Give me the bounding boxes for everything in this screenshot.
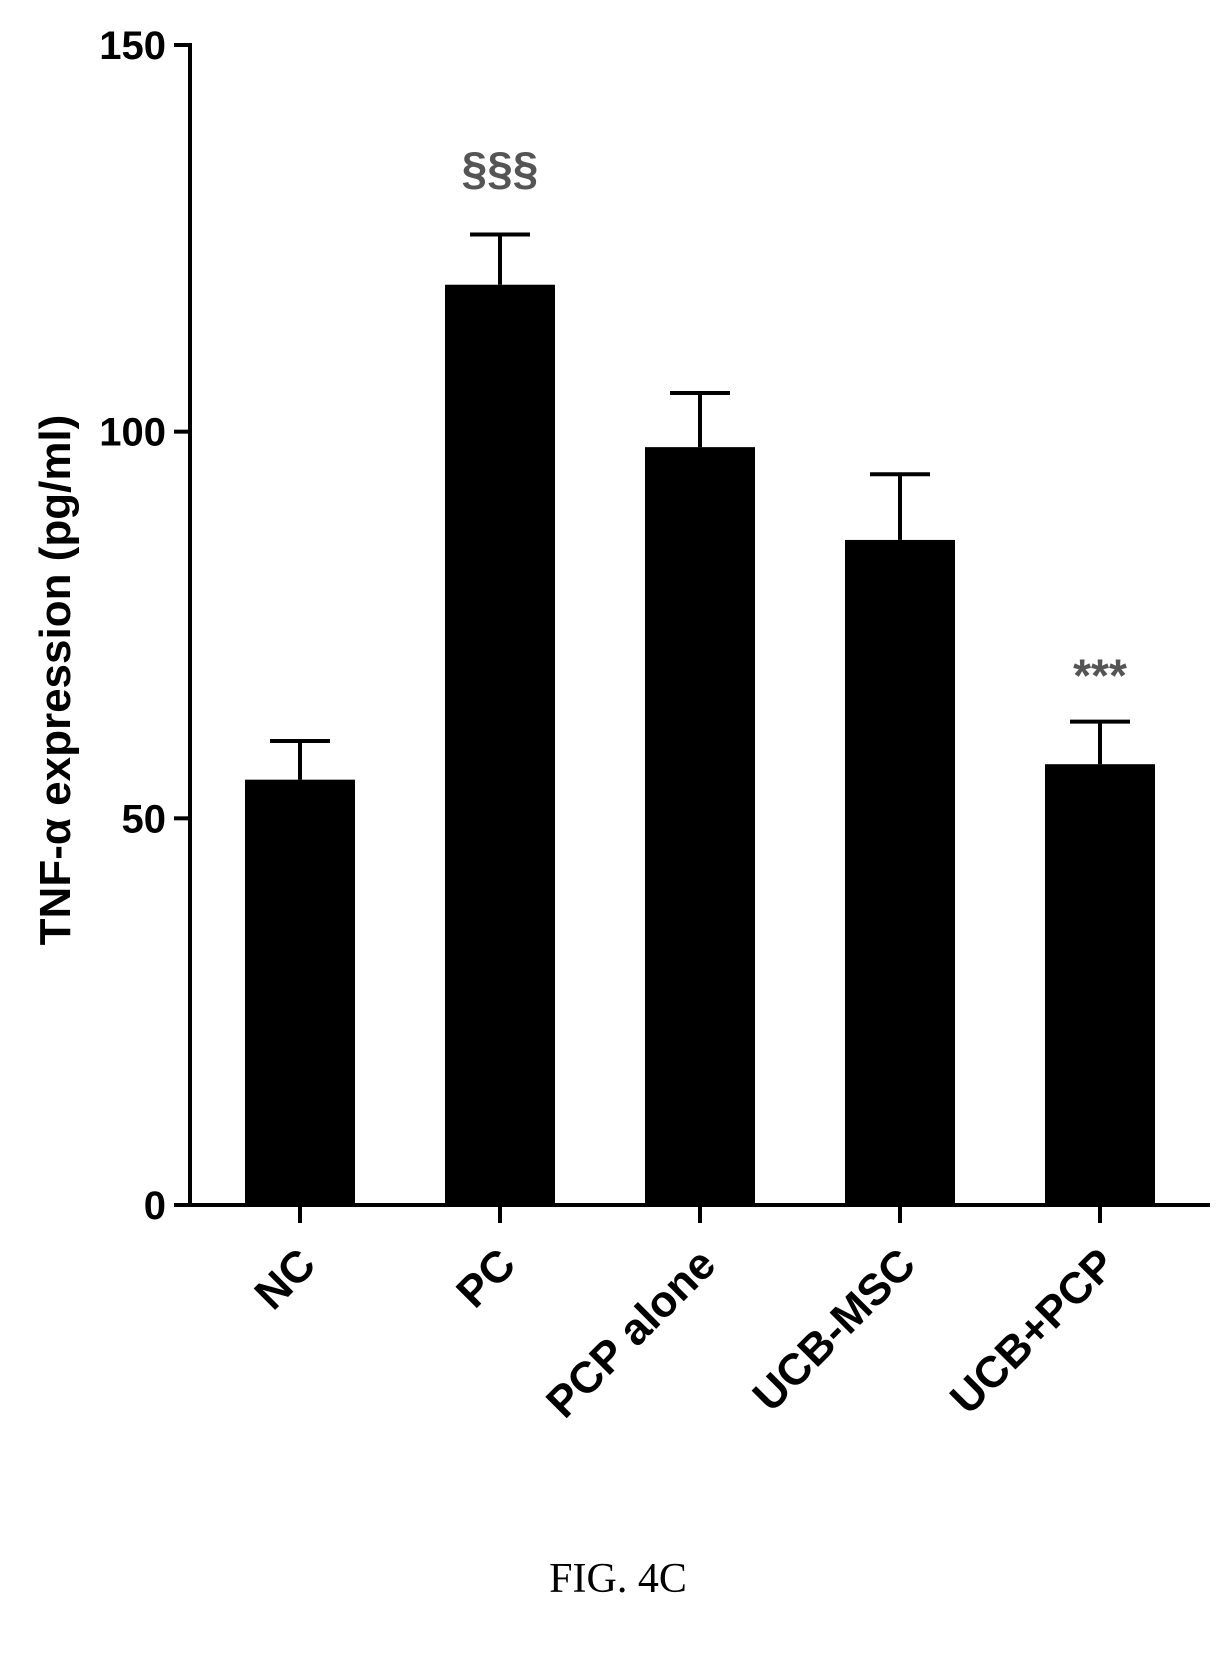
x-tick-label-2: PCP alone [537,1239,725,1427]
bar-3 [845,539,955,1205]
y-tick-label-150: 150 [99,24,166,68]
annotation-1: §§§ [462,142,539,194]
x-tick-label-1: PC [447,1239,525,1317]
x-tick-label-0: NC [245,1239,325,1319]
figure-caption: FIG. 4C [549,1556,687,1602]
y-axis: 0 50 100 150 [99,24,192,1228]
bars [245,284,1155,1206]
y-tick-label-100: 100 [99,411,166,455]
annotation-4: *** [1073,650,1127,702]
bar-2 [645,447,755,1206]
x-tick-label-4: UCB+PCP [941,1239,1125,1423]
significance-annotations: §§§ *** [462,142,1127,701]
y-axis-label: TNF-α expression (pg/ml) [31,415,80,946]
bar-0 [245,779,355,1205]
y-tick-label-0: 0 [144,1184,166,1228]
x-axis: NC PC PCP alone UCB-MSC UCB+PCP [190,1203,1210,1427]
x-tick-label-3: UCB-MSC [744,1239,926,1421]
y-tick-label-50: 50 [122,797,167,841]
bar-1 [445,284,555,1205]
bar-4 [1045,764,1155,1205]
error-bars [270,232,1130,780]
